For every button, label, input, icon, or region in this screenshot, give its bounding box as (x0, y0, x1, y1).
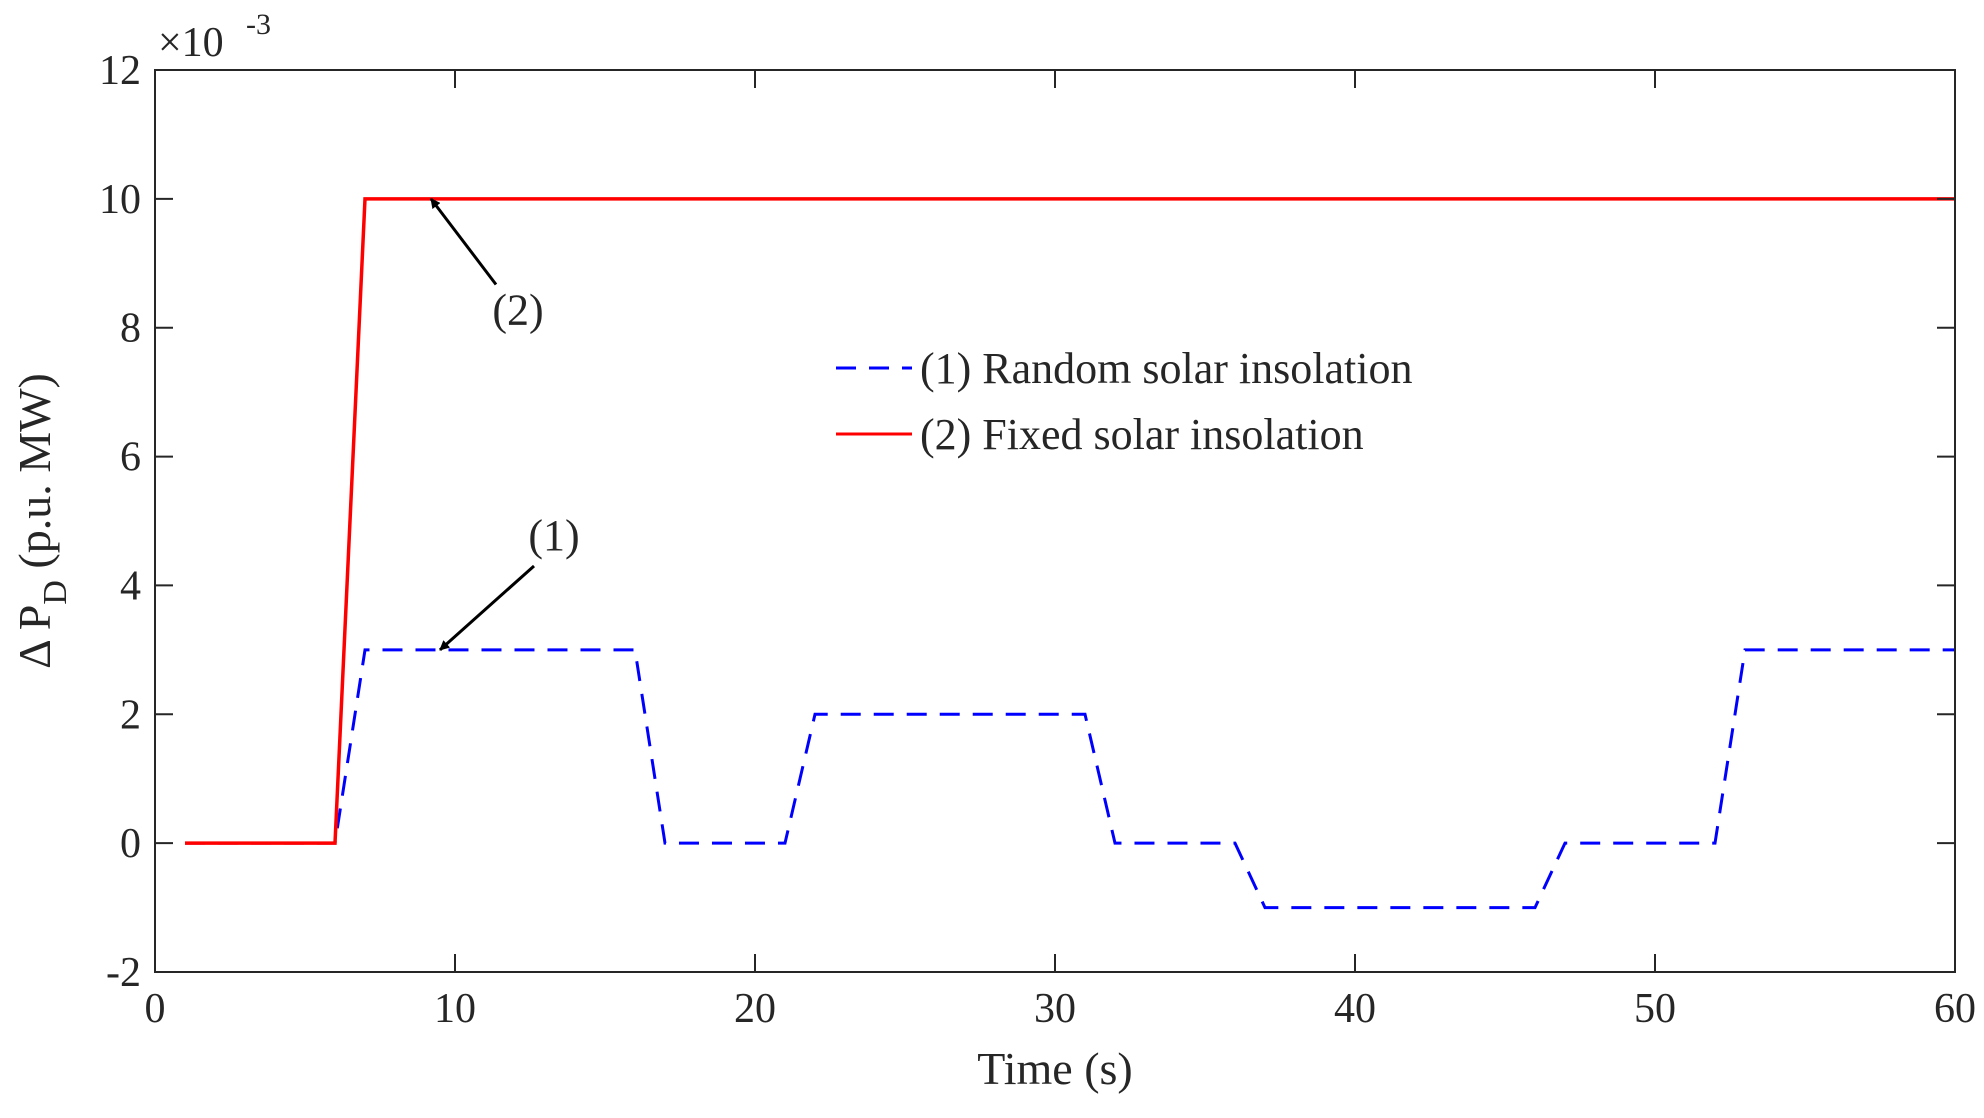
y-exponent-power: -3 (246, 8, 271, 41)
y-tick-label: 4 (120, 563, 141, 609)
legend-label-1: (1) Random solar insolation (920, 344, 1413, 393)
annotation-layer: (1) (2) (429, 197, 580, 651)
y-axis-label-subscript: D (37, 580, 74, 605)
x-tick-label: 60 (1934, 986, 1976, 1032)
y-axis-label: Δ PD (p.u. MW) (9, 373, 74, 669)
series-line-2 (185, 197, 1955, 845)
x-tick-label: 20 (734, 986, 776, 1032)
x-tick-label: 30 (1034, 986, 1076, 1032)
x-tick-label: 10 (434, 986, 476, 1032)
annotation-arrow-1 (439, 564, 535, 651)
y-axis-label-units: (p.u. MW) (9, 373, 60, 580)
plot-area (155, 70, 1955, 972)
y-axis-label-main: Δ P (9, 605, 60, 669)
y-tick-label: 8 (120, 306, 141, 352)
x-tick-label: 40 (1334, 986, 1376, 1032)
y-tick-label: 2 (120, 692, 141, 738)
annotation-label-1: (1) (528, 511, 579, 560)
x-tick-label: 0 (145, 986, 166, 1032)
y-tick-label: 6 (120, 435, 141, 481)
legend: (1) Random solar insolation (2) Fixed sol… (836, 344, 1413, 459)
y-tick-label: -2 (106, 950, 141, 996)
y-exponent-label: ×10 (158, 20, 224, 66)
x-tick-label: 50 (1634, 986, 1676, 1032)
x-axis-label: Time (s) (977, 1043, 1133, 1094)
y-tick-label: 10 (99, 177, 141, 223)
legend-label-2: (2) Fixed solar insolation (920, 410, 1364, 459)
annotation-arrow-2 (429, 197, 498, 286)
series-line-1 (185, 648, 1955, 910)
y-tick-label: 12 (99, 48, 141, 94)
y-tick-label: 0 (120, 821, 141, 867)
annotation-label-2: (2) (492, 285, 543, 334)
series-layer (185, 197, 1955, 910)
